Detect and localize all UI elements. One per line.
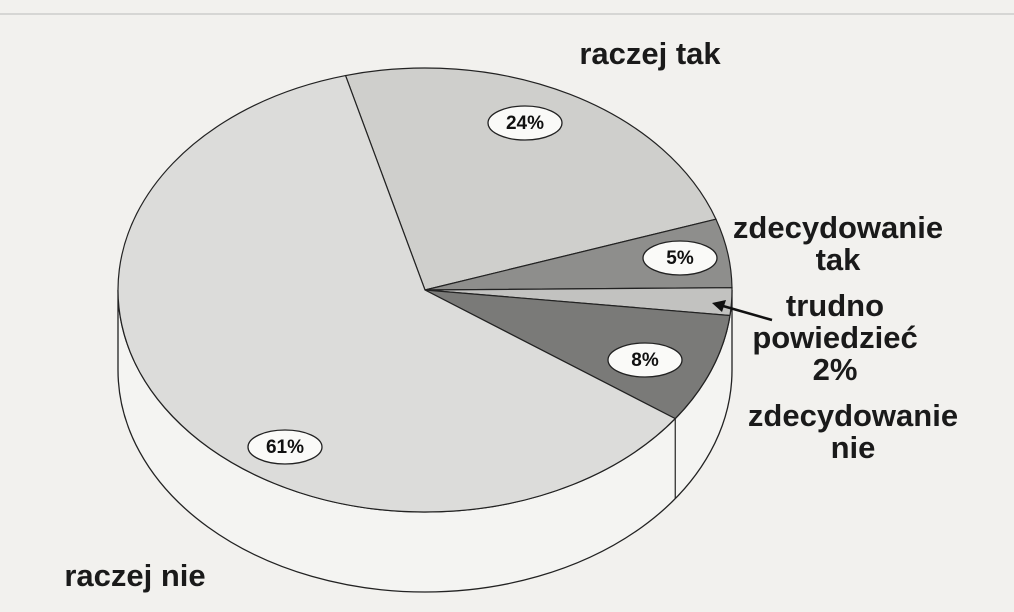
value-bubble (247, 429, 323, 465)
arrow-head (712, 300, 726, 312)
value-bubble (642, 240, 718, 276)
value-bubble (487, 105, 563, 141)
category-label: raczej tak (579, 36, 721, 71)
value-label: 2% (812, 352, 858, 387)
category-label: trudno powiedzieć (752, 288, 918, 355)
category-label: raczej nie (64, 558, 206, 593)
value-label: 61% (266, 437, 304, 458)
value-label: 5% (666, 248, 694, 269)
category-label: zdecydowanie nie (747, 398, 959, 465)
value-bubble (607, 342, 683, 378)
pointer-arrow (715, 302, 773, 322)
value-label: 24% (506, 113, 544, 134)
pie-slice (117, 74, 677, 513)
value-label: 8% (631, 350, 659, 371)
pie-slice (424, 289, 731, 420)
category-label: zdecydowanie tak (732, 210, 944, 277)
pie-slice (344, 67, 717, 291)
